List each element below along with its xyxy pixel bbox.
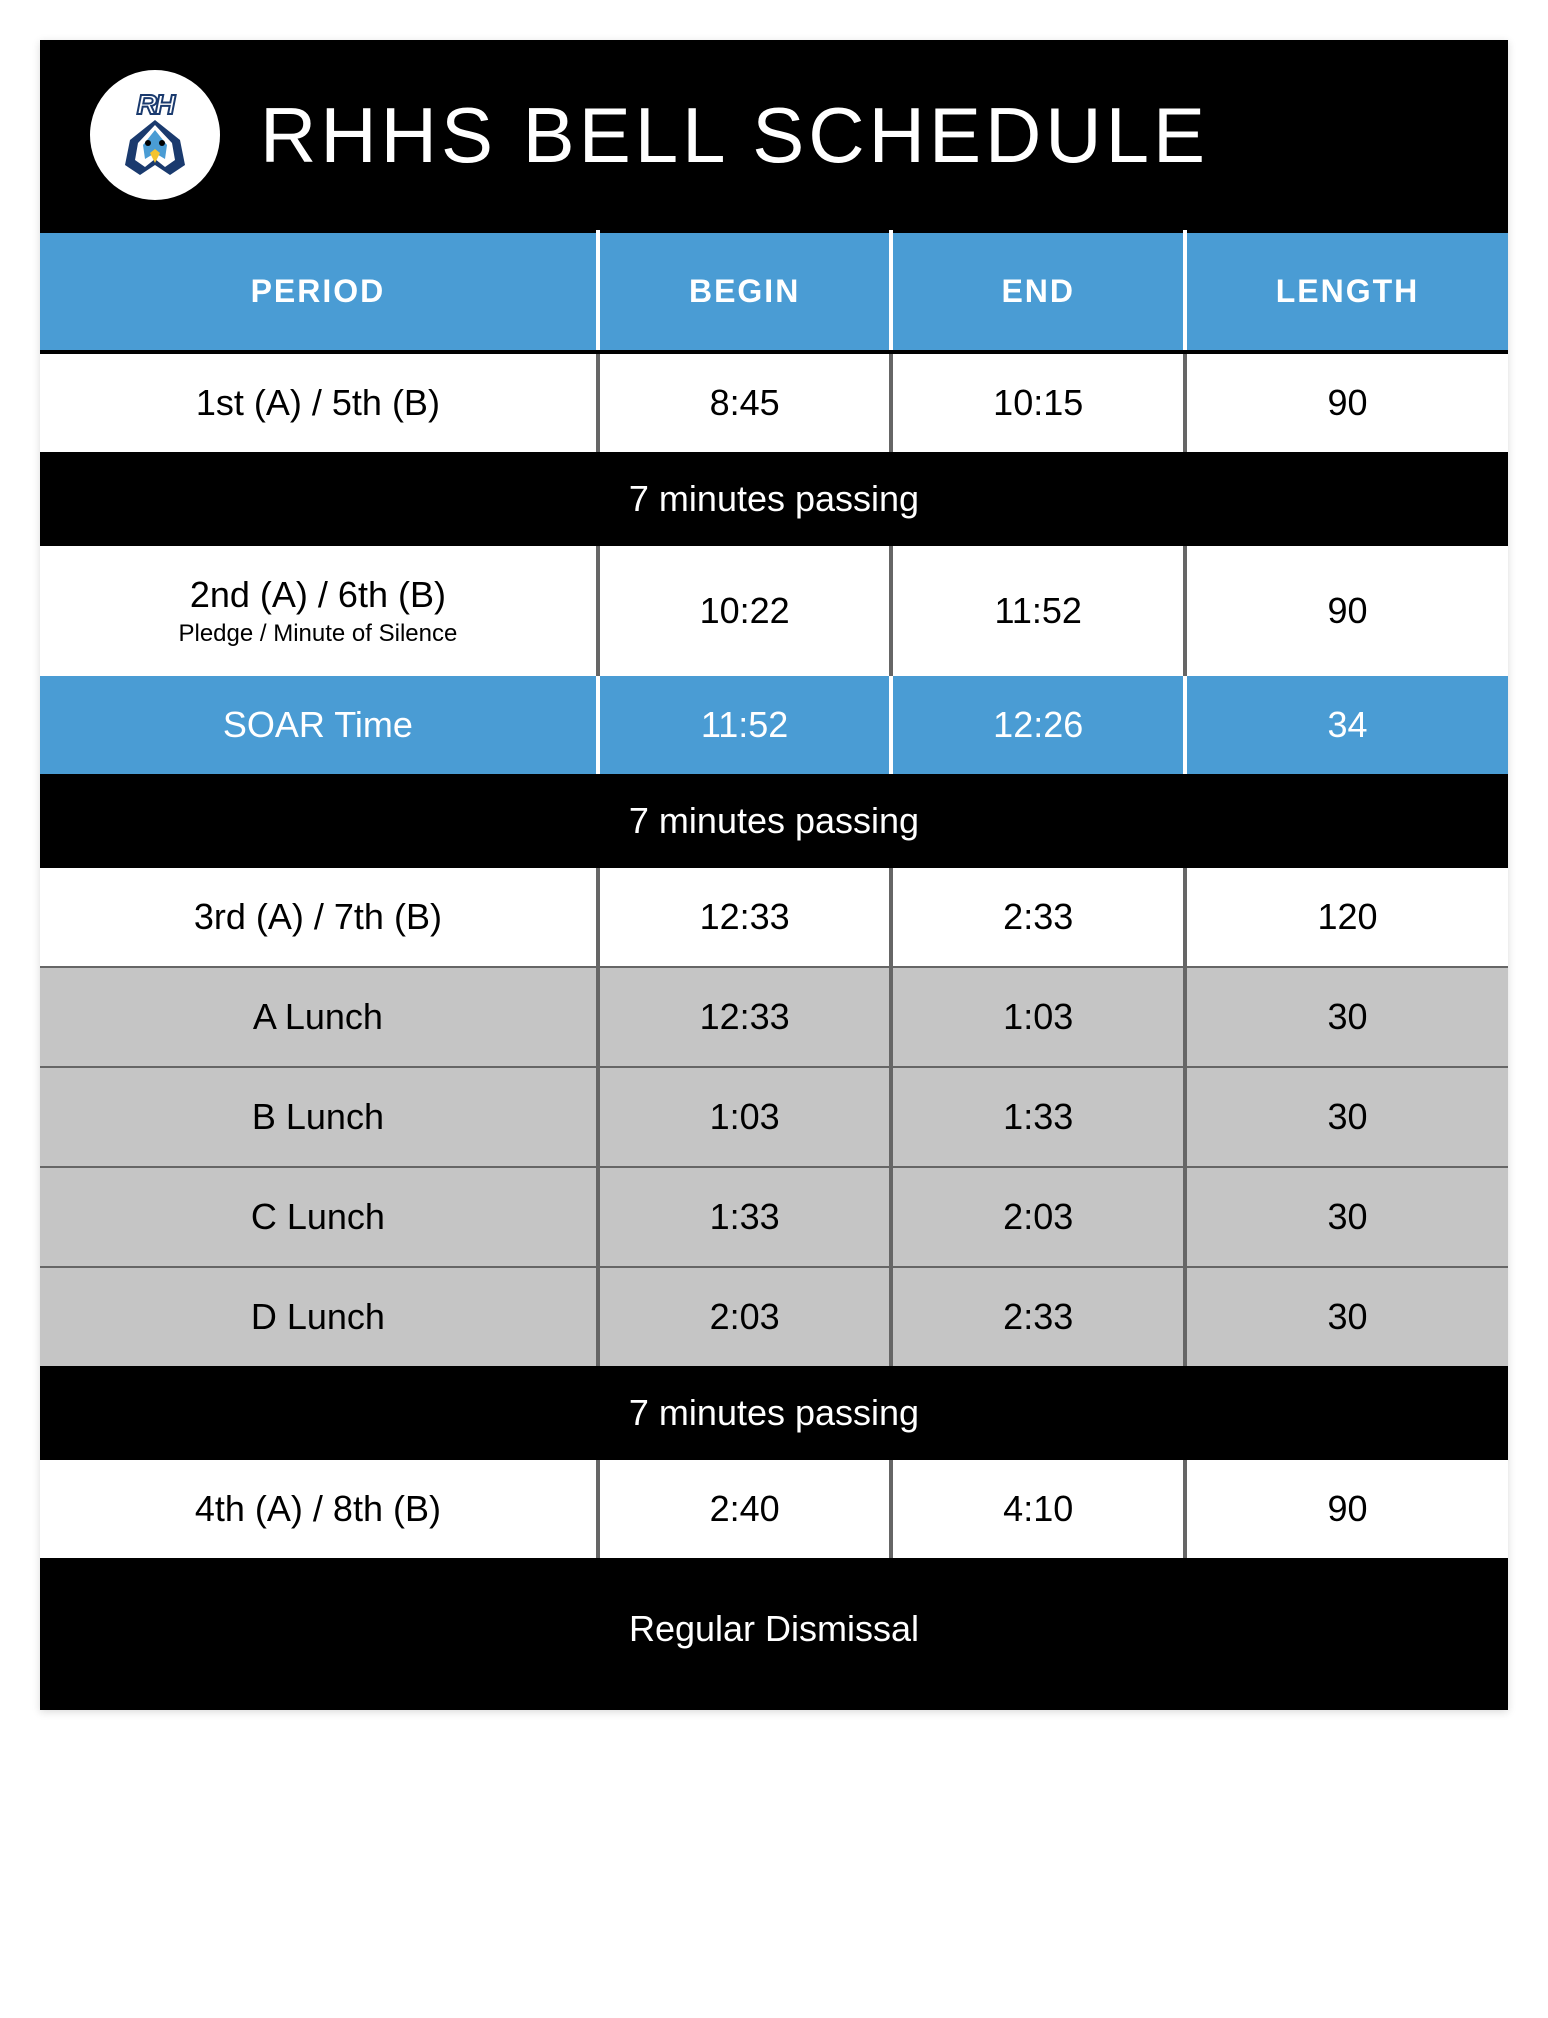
- length-cell: 120: [1185, 868, 1508, 967]
- period-cell: 3rd (A) / 7th (B): [40, 868, 598, 967]
- length-cell: 90: [1185, 546, 1508, 676]
- period-cell: 4th (A) / 8th (B): [40, 1460, 598, 1558]
- period-cell: D Lunch: [40, 1267, 598, 1366]
- passing-text: 7 minutes passing: [40, 774, 1508, 868]
- begin-cell: 2:40: [598, 1460, 892, 1558]
- length-cell: 90: [1185, 1460, 1508, 1558]
- length-cell: 30: [1185, 1067, 1508, 1167]
- table-row-lunch: B Lunch 1:03 1:33 30: [40, 1067, 1508, 1167]
- period-label: 1st (A) / 5th (B): [196, 382, 440, 423]
- footer-text: Regular Dismissal: [40, 1558, 1508, 1710]
- table-header-row: PERIOD BEGIN END LENGTH: [40, 232, 1508, 353]
- end-cell: 11:52: [891, 546, 1185, 676]
- table-row: 4th (A) / 8th (B) 2:40 4:10 90: [40, 1460, 1508, 1558]
- period-subtext: Pledge / Minute of Silence: [60, 620, 576, 648]
- hawk-icon: [110, 115, 200, 185]
- period-cell: A Lunch: [40, 967, 598, 1067]
- period-cell: C Lunch: [40, 1167, 598, 1267]
- column-header-period: PERIOD: [40, 232, 598, 353]
- period-label: 3rd (A) / 7th (B): [194, 896, 442, 937]
- passing-row: 7 minutes passing: [40, 774, 1508, 868]
- period-label: 4th (A) / 8th (B): [195, 1488, 441, 1529]
- column-header-end: END: [891, 232, 1185, 353]
- length-cell: 30: [1185, 1267, 1508, 1366]
- schedule-container: RH RHHS BELL SCHEDULE PERIOD BEGIN END L…: [40, 40, 1508, 1710]
- period-cell: B Lunch: [40, 1067, 598, 1167]
- table-row: 2nd (A) / 6th (B) Pledge / Minute of Sil…: [40, 546, 1508, 676]
- school-logo: RH: [90, 70, 220, 200]
- end-cell: 12:26: [891, 676, 1185, 774]
- end-cell: 10:15: [891, 352, 1185, 452]
- end-cell: 2:33: [891, 868, 1185, 967]
- page-title: RHHS BELL SCHEDULE: [260, 90, 1209, 181]
- end-cell: 1:33: [891, 1067, 1185, 1167]
- length-cell: 90: [1185, 352, 1508, 452]
- passing-text: 7 minutes passing: [40, 1366, 1508, 1460]
- period-label: B Lunch: [252, 1096, 384, 1137]
- passing-row: 7 minutes passing: [40, 452, 1508, 546]
- begin-cell: 12:33: [598, 967, 892, 1067]
- begin-cell: 11:52: [598, 676, 892, 774]
- period-label: D Lunch: [251, 1296, 385, 1337]
- begin-cell: 1:33: [598, 1167, 892, 1267]
- begin-cell: 8:45: [598, 352, 892, 452]
- passing-text: 7 minutes passing: [40, 452, 1508, 546]
- period-label: A Lunch: [253, 996, 383, 1037]
- header-bar: RH RHHS BELL SCHEDULE: [40, 40, 1508, 230]
- table-row-lunch: A Lunch 12:33 1:03 30: [40, 967, 1508, 1067]
- period-cell: 1st (A) / 5th (B): [40, 352, 598, 452]
- table-row: 3rd (A) / 7th (B) 12:33 2:33 120: [40, 868, 1508, 967]
- column-header-length: LENGTH: [1185, 232, 1508, 353]
- table-row-lunch: D Lunch 2:03 2:33 30: [40, 1267, 1508, 1366]
- period-label: SOAR Time: [223, 704, 413, 745]
- begin-cell: 10:22: [598, 546, 892, 676]
- column-header-begin: BEGIN: [598, 232, 892, 353]
- length-cell: 34: [1185, 676, 1508, 774]
- begin-cell: 2:03: [598, 1267, 892, 1366]
- begin-cell: 1:03: [598, 1067, 892, 1167]
- table-row-soar: SOAR Time 11:52 12:26 34: [40, 676, 1508, 774]
- table-row: 1st (A) / 5th (B) 8:45 10:15 90: [40, 352, 1508, 452]
- bell-schedule-table: PERIOD BEGIN END LENGTH 1st (A) / 5th (B…: [40, 230, 1508, 1710]
- period-label: C Lunch: [251, 1196, 385, 1237]
- passing-row: 7 minutes passing: [40, 1366, 1508, 1460]
- end-cell: 4:10: [891, 1460, 1185, 1558]
- end-cell: 2:03: [891, 1167, 1185, 1267]
- period-label: 2nd (A) / 6th (B): [190, 574, 446, 615]
- end-cell: 2:33: [891, 1267, 1185, 1366]
- table-row-lunch: C Lunch 1:33 2:03 30: [40, 1167, 1508, 1267]
- end-cell: 1:03: [891, 967, 1185, 1067]
- period-cell: SOAR Time: [40, 676, 598, 774]
- begin-cell: 12:33: [598, 868, 892, 967]
- footer-row: Regular Dismissal: [40, 1558, 1508, 1710]
- period-cell: 2nd (A) / 6th (B) Pledge / Minute of Sil…: [40, 546, 598, 676]
- length-cell: 30: [1185, 1167, 1508, 1267]
- length-cell: 30: [1185, 967, 1508, 1067]
- table-body: 1st (A) / 5th (B) 8:45 10:15 90 7 minute…: [40, 352, 1508, 1710]
